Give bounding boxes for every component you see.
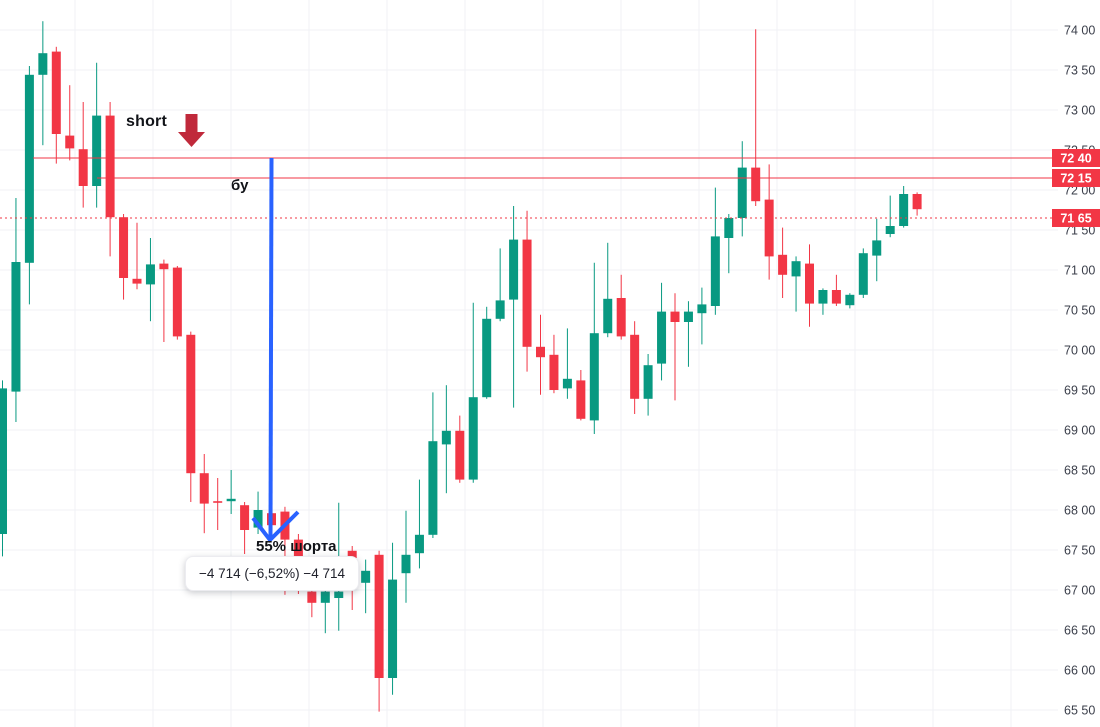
candle-down	[522, 210, 532, 372]
candle-up	[361, 559, 371, 614]
candle-up	[603, 242, 613, 338]
price-badge	[1052, 149, 1100, 167]
candle-up	[737, 141, 747, 237]
price-axis-label: 68 50	[1064, 464, 1095, 478]
price-line-badges: 72 40 72 15 71 65	[1052, 149, 1100, 227]
price-axis-label: 69 50	[1064, 384, 1095, 398]
candle-up	[818, 288, 828, 315]
candle-up	[562, 328, 572, 399]
candle-up	[858, 248, 868, 298]
candle-up	[509, 206, 519, 408]
candle-down	[51, 46, 61, 164]
candle-up	[145, 238, 155, 322]
price-axis-label: 70 00	[1064, 344, 1095, 358]
candle-down	[199, 454, 209, 534]
candle-down	[374, 550, 384, 712]
candle-up	[428, 392, 438, 538]
candle-up	[441, 385, 451, 494]
price-axis-label: 74 00	[1064, 24, 1095, 38]
candle-down	[805, 244, 814, 327]
candle-down	[105, 102, 115, 257]
price-axis-label: 67 00	[1064, 584, 1095, 598]
candle-up	[226, 470, 236, 514]
candle-down	[616, 274, 626, 340]
price-badge-label: 72 40	[1060, 152, 1091, 166]
candle-down	[778, 227, 788, 298]
price-axis-label: 73 50	[1064, 64, 1095, 78]
candle-down	[455, 415, 465, 483]
candle-up	[683, 301, 693, 367]
candle-up	[791, 256, 801, 312]
candle-down	[831, 274, 841, 306]
candle-up	[710, 187, 720, 315]
candle-up	[388, 542, 398, 695]
candle-up	[589, 262, 599, 434]
breakeven-text-annotation[interactable]: бу	[231, 177, 249, 194]
candle-down	[119, 214, 129, 300]
candle-up	[11, 198, 21, 422]
price-axis-label: 71 00	[1064, 264, 1095, 278]
candle-up	[495, 248, 505, 322]
candle-up	[872, 218, 882, 282]
price-badge	[1052, 169, 1100, 187]
candle-down	[576, 370, 586, 421]
short-arrow-icon[interactable]	[178, 114, 205, 147]
candle-up	[697, 287, 707, 345]
candle-down	[240, 502, 250, 554]
price-axis-label: 69 00	[1064, 424, 1095, 438]
candle-up	[482, 306, 492, 399]
candles-series	[0, 21, 922, 712]
candle-up	[885, 195, 895, 238]
shorts-percent-text-annotation[interactable]: 55% шорта	[256, 538, 337, 555]
down-arrow-annotation[interactable]	[251, 157, 300, 544]
candle-up	[38, 21, 48, 146]
candle-up	[724, 214, 734, 274]
candle-up	[401, 510, 411, 603]
candle-down	[751, 29, 761, 206]
candle-up	[92, 62, 102, 208]
price-axis-label: 70 50	[1064, 304, 1095, 318]
pnl-tooltip-text: −4 714 (−6,52%) −4 714	[199, 566, 345, 581]
candle-up	[657, 282, 667, 381]
candle-down	[132, 222, 142, 290]
price-axis-label: 67 50	[1064, 544, 1095, 558]
candle-down	[78, 102, 88, 208]
candle-down	[65, 85, 75, 161]
candle-down	[213, 478, 223, 530]
price-axis-label: 65 50	[1064, 704, 1095, 718]
grid-lines	[0, 0, 1058, 727]
price-axis-label: 66 00	[1064, 664, 1095, 678]
candle-down	[549, 334, 559, 394]
candle-up	[414, 479, 424, 569]
candle-up	[899, 186, 909, 228]
price-lines[interactable]	[0, 157, 1058, 219]
candle-down	[186, 331, 196, 502]
position-pnl-tooltip: −4 714 (−6,52%) −4 714	[185, 556, 359, 591]
price-axis-label: 73 00	[1064, 104, 1095, 118]
candle-down	[172, 266, 182, 340]
candle-up	[468, 302, 478, 483]
candle-down	[630, 321, 640, 414]
price-badge	[1052, 209, 1100, 227]
short-text-annotation[interactable]: short	[126, 113, 167, 130]
candle-down	[912, 192, 922, 216]
candle-down	[536, 314, 545, 395]
candle-down	[670, 293, 680, 401]
candle-up	[24, 66, 34, 305]
price-axis-label: 68 00	[1064, 504, 1095, 518]
price-badge-label: 72 15	[1060, 172, 1091, 186]
candle-up	[320, 586, 330, 634]
candle-up	[643, 354, 653, 416]
candle-up	[845, 293, 855, 309]
price-badge-label: 71 65	[1060, 212, 1091, 226]
candle-up	[0, 380, 7, 557]
price-axis-label: 66 50	[1064, 624, 1095, 638]
candle-down	[159, 259, 169, 342]
candle-down	[764, 164, 774, 280]
